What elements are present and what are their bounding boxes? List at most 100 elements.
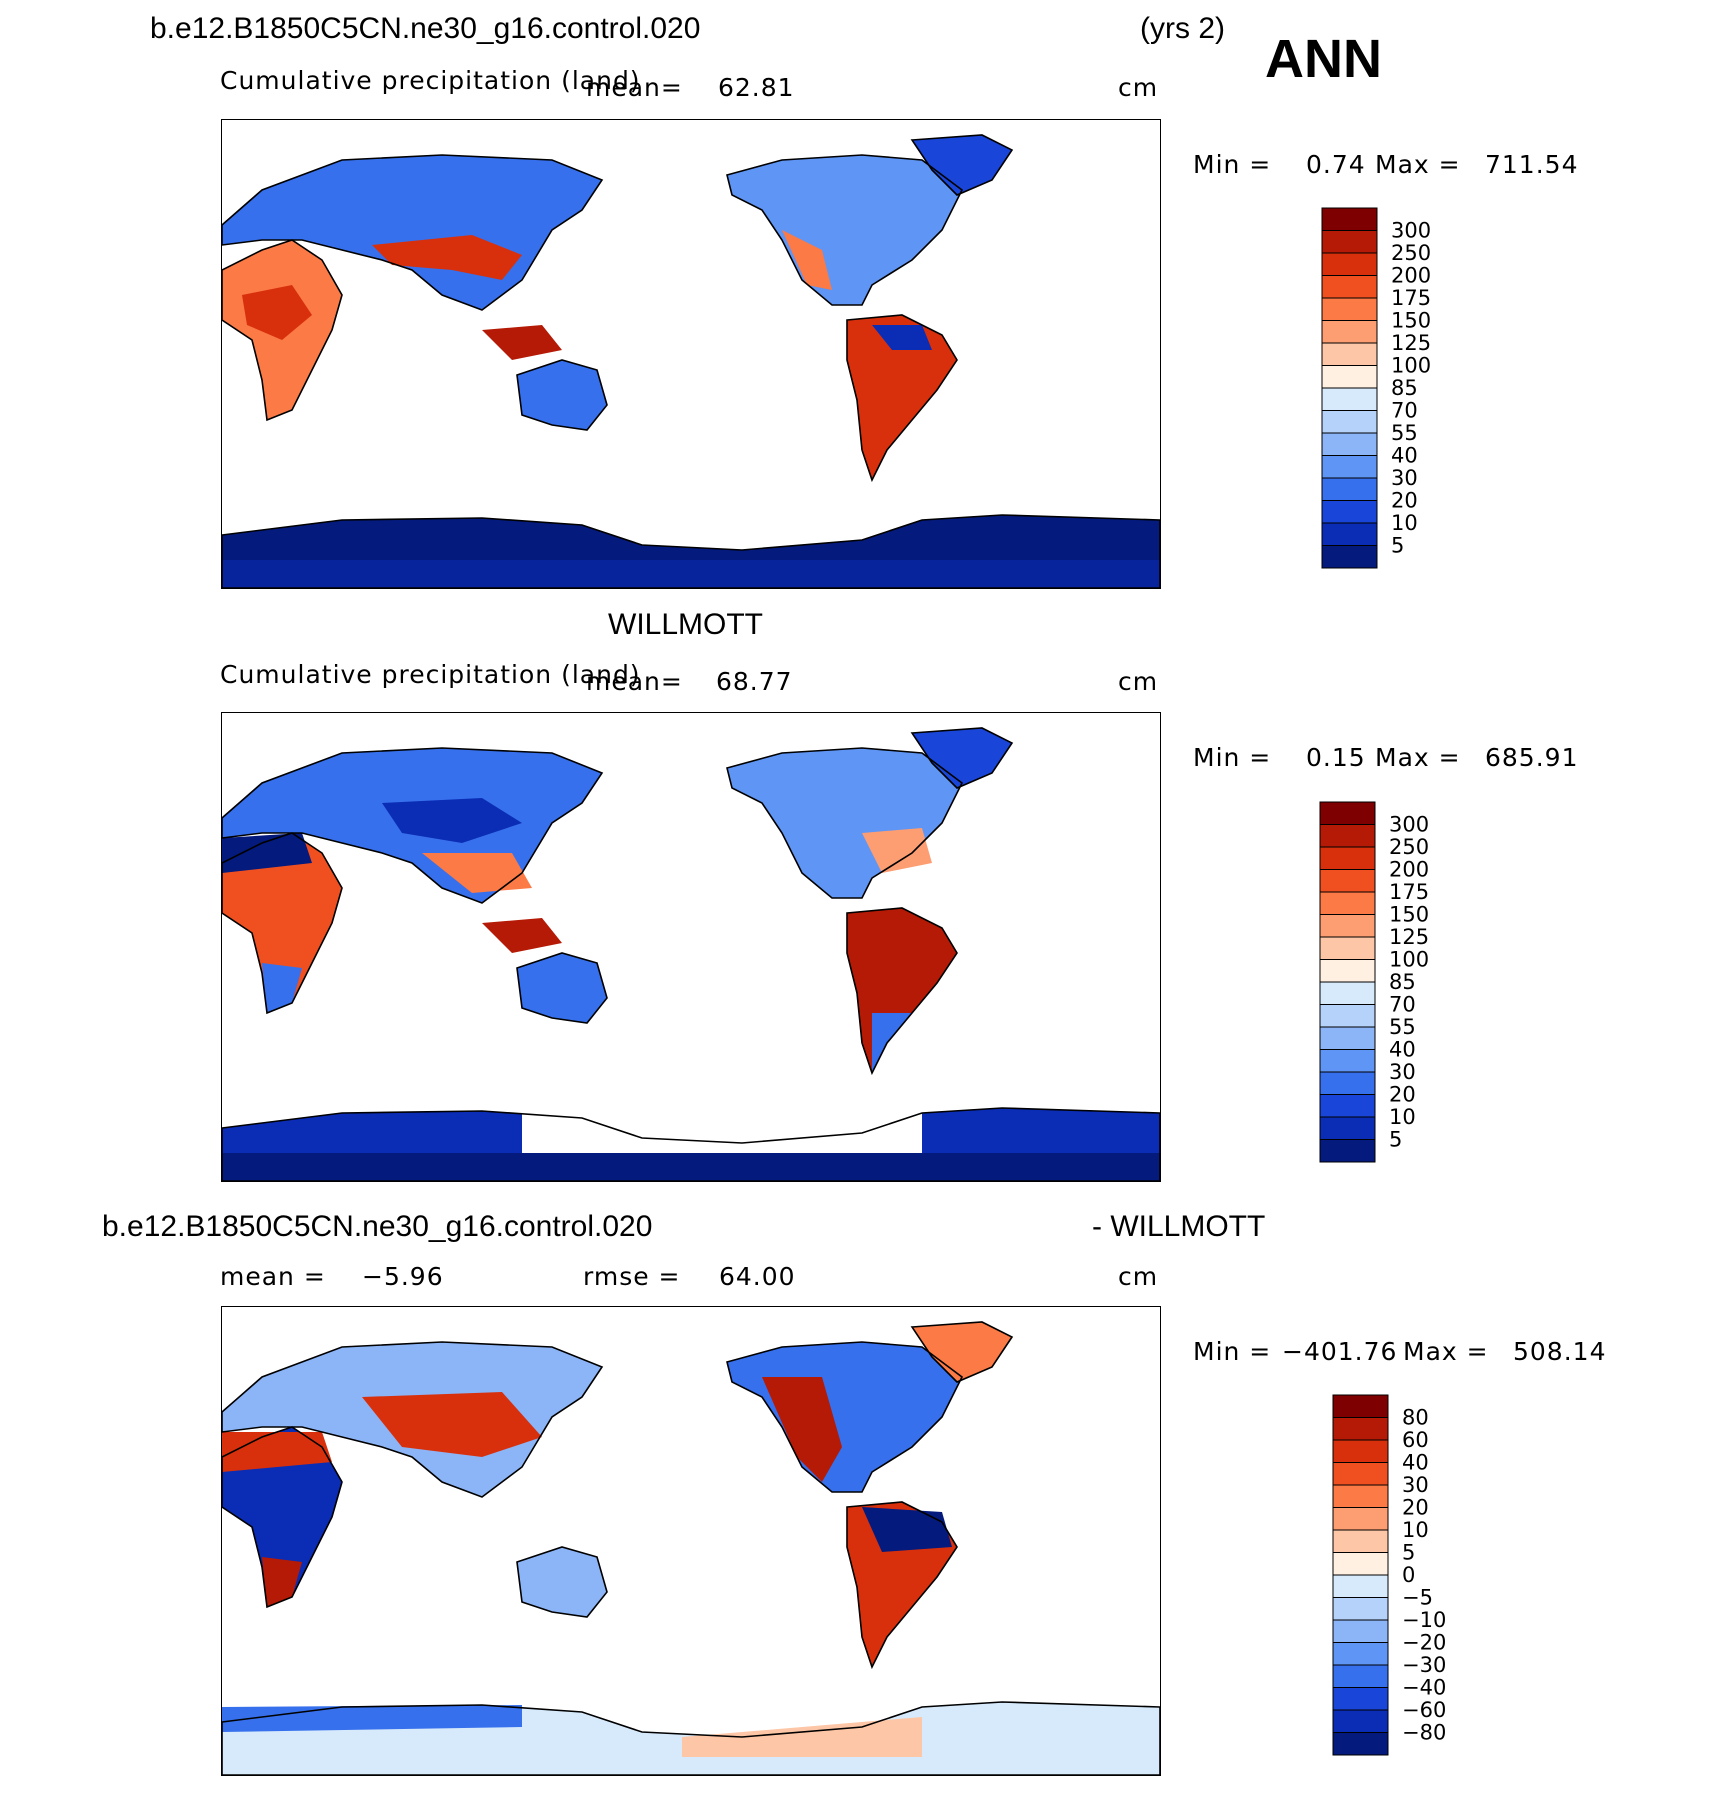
colorbar-label: 10 bbox=[1402, 1518, 1429, 1542]
colorbar-label: 300 bbox=[1391, 219, 1431, 243]
subtitle-2: Cumulative precipitation (land) bbox=[220, 660, 641, 689]
mean-label-1: mean= bbox=[586, 73, 683, 102]
colorbar-label: 300 bbox=[1389, 813, 1429, 837]
colorbar-label: 30 bbox=[1402, 1473, 1429, 1497]
colorbar-label: 125 bbox=[1391, 331, 1431, 355]
colorbar-swatch bbox=[1319, 869, 1376, 893]
colorbar-swatch bbox=[1319, 1116, 1376, 1140]
colorbar-swatch bbox=[1332, 1732, 1389, 1756]
max-label-3: Max = bbox=[1403, 1337, 1489, 1366]
colorbar-swatch bbox=[1319, 801, 1376, 825]
colorbar-label: 5 bbox=[1389, 1128, 1402, 1152]
colorbar-label: 60 bbox=[1402, 1428, 1429, 1452]
rmse-label-3: rmse = bbox=[583, 1262, 681, 1291]
colorbar-label: −20 bbox=[1402, 1631, 1446, 1655]
colorbar-diff: 80 60 40 30 20 10 5 0 −5 −10 −20 −30 −40 −60 −80 bbox=[1332, 1394, 1493, 1765]
case-title-1: b.e12.B1850C5CN.ne30_g16.control.020 bbox=[150, 12, 701, 45]
colorbar-swatch bbox=[1321, 297, 1378, 321]
colorbar-label: −5 bbox=[1402, 1586, 1433, 1610]
colorbar-swatch bbox=[1321, 252, 1378, 276]
mean-label-3: mean = bbox=[220, 1262, 326, 1291]
colorbar-swatch bbox=[1319, 936, 1376, 960]
colorbar-label: 40 bbox=[1402, 1451, 1429, 1475]
colorbar-label: 5 bbox=[1402, 1541, 1415, 1565]
units-2: cm bbox=[1118, 667, 1159, 696]
colorbar-swatch bbox=[1332, 1709, 1389, 1733]
colorbar-label: 5 bbox=[1391, 534, 1404, 558]
colorbar-swatch bbox=[1319, 1071, 1376, 1095]
colorbar-swatch bbox=[1332, 1597, 1389, 1621]
colorbar-label: 10 bbox=[1391, 511, 1418, 535]
colorbar-swatch bbox=[1319, 1094, 1376, 1118]
colorbar-label: 70 bbox=[1389, 993, 1416, 1017]
colorbar-swatch bbox=[1319, 1139, 1376, 1163]
min-label-3: Min = bbox=[1193, 1337, 1272, 1366]
colorbar-swatch bbox=[1319, 914, 1376, 938]
colorbar-swatch bbox=[1332, 1687, 1389, 1711]
map-panel-model bbox=[221, 119, 1161, 589]
case-title-3: b.e12.B1850C5CN.ne30_g16.control.020 bbox=[102, 1210, 653, 1243]
colorbar-swatch bbox=[1332, 1394, 1389, 1418]
colorbar-label: 40 bbox=[1391, 444, 1418, 468]
colorbar-swatch bbox=[1321, 432, 1378, 456]
colorbar-label: 150 bbox=[1389, 903, 1429, 927]
colorbar-label: 85 bbox=[1391, 376, 1418, 400]
case-suffix-3: - WILLMOTT bbox=[1092, 1210, 1266, 1243]
rmse-value-3: 64.00 bbox=[719, 1262, 796, 1291]
colorbar-swatch bbox=[1332, 1529, 1389, 1553]
max-label-2: Max = bbox=[1375, 743, 1461, 772]
colorbar-swatch bbox=[1321, 387, 1378, 411]
years-label: (yrs 2) bbox=[1140, 12, 1225, 45]
max-value-1: 711.54 bbox=[1485, 150, 1579, 179]
max-value-3: 508.14 bbox=[1513, 1337, 1607, 1366]
colorbar-label: −80 bbox=[1402, 1721, 1446, 1745]
colorbar-swatch bbox=[1319, 846, 1376, 870]
mean-value-2: 68.77 bbox=[716, 667, 793, 696]
colorbar-label: 125 bbox=[1389, 925, 1429, 949]
colorbar-swatch bbox=[1332, 1507, 1389, 1531]
colorbar-label: 85 bbox=[1389, 970, 1416, 994]
colorbar-label: 150 bbox=[1391, 309, 1431, 333]
colorbar-swatch bbox=[1332, 1462, 1389, 1486]
max-value-2: 685.91 bbox=[1485, 743, 1579, 772]
colorbar-swatch bbox=[1332, 1552, 1389, 1576]
colorbar-swatch bbox=[1332, 1439, 1389, 1463]
colorbar-label: 200 bbox=[1391, 264, 1431, 288]
colorbar-label: 175 bbox=[1389, 880, 1429, 904]
colorbar-label: −40 bbox=[1402, 1676, 1446, 1700]
colorbar-label: 175 bbox=[1391, 286, 1431, 310]
mean-label-2: mean= bbox=[586, 667, 683, 696]
colorbar-swatch bbox=[1321, 545, 1378, 569]
colorbar-swatch bbox=[1319, 891, 1376, 915]
colorbar-swatch bbox=[1319, 981, 1376, 1005]
season-label: ANN bbox=[1265, 29, 1382, 89]
colorbar-swatch bbox=[1332, 1484, 1389, 1508]
colorbar-label: 55 bbox=[1391, 421, 1418, 445]
colorbar-swatch bbox=[1321, 365, 1378, 389]
colorbar-swatch bbox=[1319, 959, 1376, 983]
colorbar-label: 30 bbox=[1389, 1060, 1416, 1084]
colorbar-label: −60 bbox=[1402, 1698, 1446, 1722]
min-value-1: 0.74 bbox=[1306, 150, 1366, 179]
colorbar-label: 200 bbox=[1389, 858, 1429, 882]
units-1: cm bbox=[1118, 73, 1159, 102]
colorbar-swatch bbox=[1319, 1004, 1376, 1028]
colorbar-swatch bbox=[1321, 207, 1378, 231]
map-panel-diff bbox=[221, 1306, 1161, 1776]
min-label-1: Min = bbox=[1193, 150, 1272, 179]
colorbar-swatch bbox=[1332, 1417, 1389, 1441]
colorbar-swatch bbox=[1332, 1619, 1389, 1643]
colorbar-label: 20 bbox=[1391, 489, 1418, 513]
min-label-2: Min = bbox=[1193, 743, 1272, 772]
colorbar-swatch bbox=[1321, 342, 1378, 366]
colorbar-swatch bbox=[1321, 230, 1378, 254]
units-3: cm bbox=[1118, 1262, 1159, 1291]
colorbar-label: 250 bbox=[1389, 835, 1429, 859]
mean-value-3: −5.96 bbox=[362, 1262, 444, 1291]
colorbar-swatch bbox=[1332, 1664, 1389, 1688]
colorbar-swatch bbox=[1319, 824, 1376, 848]
colorbar-label: −10 bbox=[1402, 1608, 1446, 1632]
colorbar-swatch bbox=[1321, 477, 1378, 501]
colorbar-swatch bbox=[1321, 275, 1378, 299]
colorbar-model: 300 250 200 175 150 125 100 85 70 55 40 30 20 10 5 bbox=[1321, 207, 1482, 578]
